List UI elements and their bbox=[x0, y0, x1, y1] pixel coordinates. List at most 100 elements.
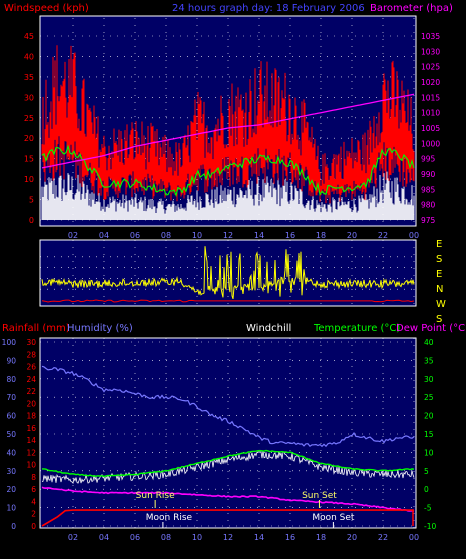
wind-x-tick-label: 22 bbox=[378, 231, 388, 240]
rain-y-tick-label: 28 bbox=[26, 350, 36, 359]
wind-y-tick-label: 40 bbox=[24, 52, 34, 61]
wind-y-tick-label: 35 bbox=[24, 73, 34, 82]
wind-y-tick-label: 15 bbox=[24, 155, 34, 164]
barometer-label: Barometer (hpa) bbox=[370, 3, 453, 14]
sun-moon-annotations: Sun Rise Sun Set Moon Rise Moon Set bbox=[136, 491, 355, 523]
direction-label: S bbox=[436, 254, 442, 265]
dewpoint-line bbox=[41, 486, 415, 512]
climate-x-tick-label: 06 bbox=[130, 533, 140, 542]
rain-y-tick-label: 2 bbox=[31, 510, 36, 519]
rain-y-tick-label: 4 bbox=[31, 497, 36, 506]
humidity-y-tick-label: 60 bbox=[6, 412, 16, 421]
climate-x-tick-label: 14 bbox=[254, 533, 264, 542]
rain-y-tick-label: 24 bbox=[26, 375, 36, 384]
rain-y-tick-label: 0 bbox=[31, 522, 36, 531]
wind-x-tick-label: 12 bbox=[223, 231, 233, 240]
barometer-line bbox=[41, 93, 415, 169]
wind-x-tick-label: 14 bbox=[254, 231, 264, 240]
humidity-y-tick-label: 40 bbox=[6, 448, 16, 457]
climate-x-tick-label: 20 bbox=[347, 533, 357, 542]
wind-x-tick-label: 08 bbox=[161, 231, 171, 240]
rain-y-tick-label: 10 bbox=[26, 461, 36, 470]
dewpoint-label: Dew Point (°C) bbox=[396, 323, 466, 334]
wind-x-tick-label: 18 bbox=[316, 231, 326, 240]
wind-x-tick-label: 04 bbox=[99, 231, 109, 240]
direction-label: N bbox=[436, 284, 443, 295]
direction-label: E bbox=[436, 239, 442, 250]
humidity-y-tick-label: 0 bbox=[11, 522, 16, 531]
direction-label: W bbox=[436, 299, 446, 310]
barometer-y-tick-label: 985 bbox=[421, 185, 436, 194]
humidity-y-tick-label: 10 bbox=[6, 504, 16, 513]
rainfall-line bbox=[41, 509, 414, 527]
climate-x-tick-label: 10 bbox=[192, 533, 202, 542]
wind-y-tick-label: 25 bbox=[24, 114, 34, 123]
climate-x-tick-label: 02 bbox=[68, 533, 78, 542]
humidity-y-tick-label: 50 bbox=[6, 430, 16, 439]
barometer-y-tick-label: 1020 bbox=[421, 78, 440, 87]
temperature-y-tick-label: 10 bbox=[424, 448, 434, 457]
rain-y-tick-label: 16 bbox=[26, 424, 36, 433]
rain-y-tick-label: 20 bbox=[26, 399, 36, 408]
barometer-y-tick-label: 1000 bbox=[421, 139, 440, 148]
climate-x-ticks: 02 04 06 08 10 12 14 16 18 20 22 00 bbox=[68, 533, 419, 542]
barometer-y-tick-label: 995 bbox=[421, 155, 436, 164]
barometer-y-tick-label: 990 bbox=[421, 170, 436, 179]
temperature-y-tick-label: 0 bbox=[424, 485, 429, 494]
wind-y-tick-label: 10 bbox=[24, 175, 34, 184]
temperature-label: Temperature (°C) bbox=[313, 323, 400, 334]
wind-x-tick-label: 06 bbox=[130, 231, 140, 240]
humidity-y-tick-label: 80 bbox=[6, 375, 16, 384]
rain-y-tick-label: 8 bbox=[31, 473, 36, 482]
wind-y-tick-label: 0 bbox=[29, 216, 34, 225]
direction-red-trace bbox=[41, 299, 415, 303]
direction-label: S bbox=[436, 314, 442, 325]
barometer-y-tick-label: 980 bbox=[421, 201, 436, 210]
windspeed-label: Windspeed (kph) bbox=[4, 3, 89, 14]
wind-y-tick-label: 30 bbox=[24, 93, 34, 102]
wind-series bbox=[41, 45, 415, 220]
humidity-y-tick-label: 30 bbox=[6, 467, 16, 476]
temperature-y-tick-label: 15 bbox=[424, 430, 434, 439]
temperature-y-tick-label: 35 bbox=[424, 356, 434, 365]
barometer-y-tick-label: 1015 bbox=[421, 93, 440, 102]
wind-y-ticks: 0 5 10 15 20 25 30 35 40 45 bbox=[24, 32, 34, 225]
barometer-y-ticks: 975 980 985 990 995 1000 1005 1010 1015 1020 1025 1… bbox=[421, 32, 440, 225]
wind-x-tick-label: 20 bbox=[347, 231, 357, 240]
climate-x-tick-label: 08 bbox=[161, 533, 171, 542]
rain-y-tick-label: 12 bbox=[26, 448, 36, 457]
humidity-y-ticks: 0 10 20 30 40 50 60 70 80 90 100 bbox=[2, 338, 17, 531]
barometer-y-tick-label: 1010 bbox=[421, 109, 440, 118]
direction-series bbox=[41, 246, 415, 303]
moon-rise-annotation: Moon Rise bbox=[146, 513, 193, 523]
temperature-y-tick-label: 5 bbox=[424, 467, 429, 476]
wind-x-tick-label: 10 bbox=[192, 231, 202, 240]
climate-series bbox=[41, 365, 415, 528]
temperature-y-tick-label: -5 bbox=[424, 504, 432, 513]
rain-y-tick-label: 30 bbox=[26, 338, 36, 347]
rain-y-tick-label: 22 bbox=[26, 387, 36, 396]
wind-x-tick-label: 00 bbox=[409, 231, 419, 240]
chart-title: 24 hours graph day: 18 February 2006 bbox=[172, 3, 365, 14]
climate-x-tick-label: 04 bbox=[99, 533, 109, 542]
barometer-y-tick-label: 1005 bbox=[421, 124, 440, 133]
temperature-y-ticks: -10 -5 0 5 10 15 20 25 30 35 40 bbox=[424, 338, 436, 531]
temperature-line bbox=[42, 449, 415, 478]
temperature-y-tick-label: 30 bbox=[424, 375, 434, 384]
temperature-y-tick-label: 25 bbox=[424, 393, 434, 402]
rainfall-label: Rainfall (mm) bbox=[2, 323, 70, 334]
climate-x-tick-label: 18 bbox=[316, 533, 326, 542]
rain-y-tick-label: 6 bbox=[31, 485, 36, 494]
sun-set-annotation: Sun Set bbox=[302, 491, 337, 501]
barometer-y-tick-label: 1025 bbox=[421, 63, 440, 72]
windchill-label: Windchill bbox=[246, 323, 291, 334]
wind-x-ticks: 02 04 06 08 10 12 14 16 18 20 22 00 bbox=[68, 231, 419, 240]
rain-y-tick-label: 26 bbox=[26, 363, 36, 372]
humidity-line bbox=[41, 365, 415, 448]
wind-y-tick-label: 5 bbox=[29, 196, 34, 205]
wind-x-tick-label: 16 bbox=[285, 231, 295, 240]
climate-x-tick-label: 16 bbox=[285, 533, 295, 542]
